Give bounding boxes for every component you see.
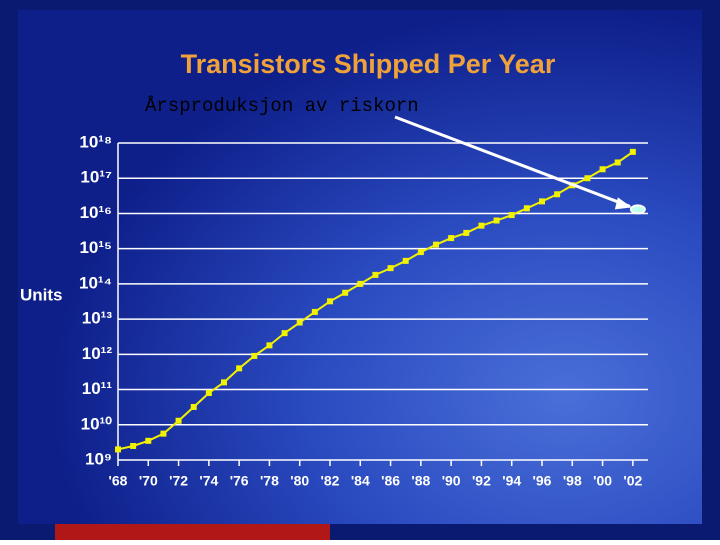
x-tick-label: '00	[593, 473, 612, 489]
x-tick-label: '82	[321, 473, 340, 489]
chart-background	[18, 10, 702, 524]
footer-strip	[55, 524, 330, 540]
x-tick-label: '72	[169, 473, 188, 489]
data-point	[266, 342, 273, 349]
y-tick-label: 10¹⁷	[80, 168, 112, 187]
data-point	[160, 430, 167, 437]
data-point	[190, 403, 197, 410]
data-point	[584, 175, 591, 182]
x-tick-label: '88	[411, 473, 430, 489]
data-point	[281, 330, 288, 337]
x-tick-label: '80	[290, 473, 309, 489]
x-tick-label: '96	[533, 473, 552, 489]
y-tick-label: 10¹⁶	[80, 203, 112, 222]
x-tick-label: '74	[199, 473, 218, 489]
x-tick-label: '78	[260, 473, 279, 489]
data-point	[478, 222, 485, 229]
y-tick-label: 10¹⁸	[79, 132, 112, 151]
data-point	[493, 217, 500, 224]
y-tick-label: 10⁹	[85, 449, 112, 468]
x-tick-label: '70	[139, 473, 158, 489]
x-tick-label: '94	[502, 473, 521, 489]
x-tick-label: '02	[623, 473, 642, 489]
data-point	[236, 365, 243, 372]
y-tick-label: 10¹¹	[82, 379, 113, 398]
annotation-arrow	[394, 115, 631, 208]
data-point	[221, 379, 227, 386]
y-tick-label: 10¹²	[82, 344, 113, 363]
data-point	[175, 417, 182, 424]
chart-title: Transistors Shipped Per Year	[181, 49, 556, 79]
data-point	[614, 159, 621, 166]
data-point	[251, 352, 258, 359]
y-tick-label: 10¹⁰	[81, 414, 113, 433]
y-tick-label: 10¹⁴	[79, 273, 112, 292]
annotation-point	[629, 204, 646, 215]
x-tick-label: '90	[442, 473, 461, 489]
x-tick-label: '86	[381, 473, 400, 489]
data-point	[130, 442, 137, 449]
data-point	[629, 148, 636, 155]
x-tick-label: '84	[351, 473, 370, 489]
data-point	[599, 166, 606, 173]
data-point	[554, 191, 561, 198]
y-axis-label: Units	[20, 285, 63, 304]
data-point	[357, 280, 364, 287]
y-tick-label: 10¹⁵	[79, 238, 112, 257]
data-point	[342, 289, 349, 296]
data-point	[311, 308, 318, 315]
data-point	[205, 389, 212, 396]
data-point	[539, 198, 545, 205]
data-point	[387, 265, 394, 272]
x-tick-label: '92	[472, 473, 491, 489]
data-point	[372, 271, 379, 278]
annotation-text: Årsproduksjon av riskorn	[145, 95, 419, 117]
data-point	[417, 249, 424, 256]
data-point	[463, 229, 470, 236]
x-tick-label: '76	[230, 473, 249, 489]
data-point	[145, 437, 152, 444]
data-point	[327, 298, 333, 305]
x-tick-label: '98	[563, 473, 582, 489]
data-point	[523, 205, 530, 212]
data-point	[448, 235, 455, 242]
arrow-head	[614, 197, 632, 210]
y-tick-label: 10¹³	[82, 309, 113, 328]
data-point	[296, 319, 303, 326]
data-point	[402, 257, 409, 264]
x-tick-label: '68	[109, 473, 128, 489]
data-point	[115, 446, 121, 453]
data-point	[433, 241, 439, 248]
data-point	[508, 212, 515, 219]
